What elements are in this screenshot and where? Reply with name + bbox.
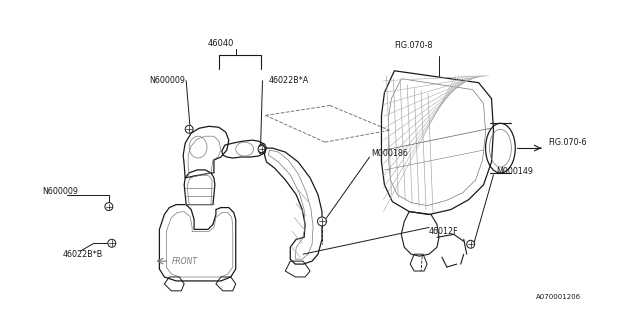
Text: 46022B*A: 46022B*A — [268, 76, 308, 85]
Text: N600009: N600009 — [42, 187, 79, 196]
Text: FIG.070-6: FIG.070-6 — [548, 138, 586, 147]
Ellipse shape — [105, 203, 113, 211]
Ellipse shape — [317, 217, 326, 226]
Ellipse shape — [467, 240, 475, 248]
Text: 46022B*B: 46022B*B — [62, 250, 102, 259]
Text: FIG.070-8: FIG.070-8 — [394, 42, 433, 51]
Text: FRONT: FRONT — [172, 257, 197, 266]
Text: M000186: M000186 — [372, 148, 408, 157]
Text: M000149: M000149 — [497, 167, 534, 176]
Ellipse shape — [108, 239, 116, 247]
Text: A070001206: A070001206 — [536, 294, 581, 300]
Text: 46012F: 46012F — [429, 227, 459, 236]
Text: N600009: N600009 — [150, 76, 186, 85]
Text: 46040: 46040 — [208, 38, 234, 48]
Ellipse shape — [185, 125, 193, 133]
Ellipse shape — [259, 144, 264, 154]
Ellipse shape — [258, 146, 265, 153]
